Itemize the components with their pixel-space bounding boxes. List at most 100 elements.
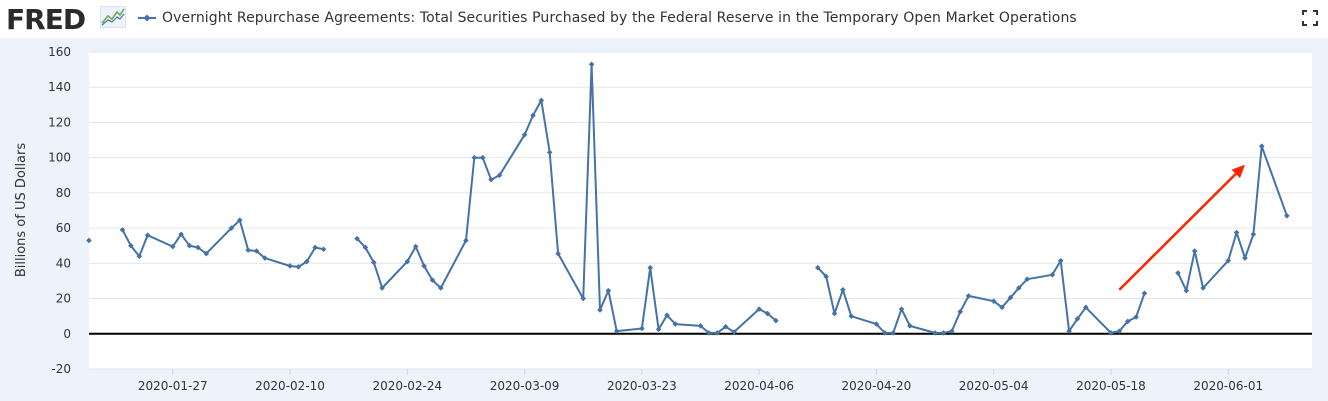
- data-point[interactable]: [178, 231, 184, 238]
- data-point[interactable]: [303, 258, 310, 265]
- data-point[interactable]: [1007, 294, 1014, 301]
- data-point[interactable]: [697, 323, 704, 329]
- data-point[interactable]: [1175, 270, 1181, 276]
- data-point[interactable]: [1250, 231, 1257, 238]
- data-point[interactable]: [932, 330, 938, 336]
- data-point[interactable]: [429, 277, 436, 283]
- data-point[interactable]: [898, 306, 905, 312]
- data-point[interactable]: [412, 243, 419, 250]
- data-point[interactable]: [1057, 257, 1064, 264]
- data-point[interactable]: [186, 242, 193, 249]
- data-point[interactable]: [253, 248, 260, 254]
- data-point[interactable]: [823, 273, 829, 280]
- data-point[interactable]: [613, 328, 620, 334]
- fred-logo[interactable]: FRED: [6, 3, 86, 36]
- data-point[interactable]: [1191, 248, 1198, 254]
- data-point[interactable]: [605, 287, 612, 294]
- data-point[interactable]: [287, 263, 293, 269]
- data-point[interactable]: [890, 330, 896, 336]
- data-point[interactable]: [245, 247, 251, 253]
- data-point[interactable]: [404, 258, 411, 265]
- data-point[interactable]: [588, 61, 595, 68]
- data-point[interactable]: [999, 304, 1005, 311]
- data-point[interactable]: [873, 321, 880, 327]
- data-point[interactable]: [773, 317, 779, 324]
- data-point[interactable]: [1200, 285, 1206, 291]
- data-point[interactable]: [128, 242, 134, 249]
- data-point[interactable]: [1016, 285, 1022, 291]
- data-point[interactable]: [714, 330, 721, 336]
- data-point[interactable]: [119, 227, 126, 233]
- data-point[interactable]: [1233, 229, 1240, 236]
- data-point[interactable]: [1284, 212, 1290, 219]
- data-point[interactable]: [1242, 255, 1248, 261]
- data-point[interactable]: [479, 154, 486, 161]
- data-point[interactable]: [722, 323, 729, 330]
- data-point[interactable]: [488, 176, 494, 183]
- data-point[interactable]: [848, 313, 855, 319]
- data-point[interactable]: [764, 310, 771, 317]
- data-point[interactable]: [496, 172, 503, 179]
- data-point[interactable]: [639, 325, 645, 332]
- data-point[interactable]: [840, 286, 846, 293]
- data-point[interactable]: [1108, 330, 1114, 336]
- data-point[interactable]: [1225, 257, 1232, 264]
- data-point[interactable]: [580, 295, 587, 302]
- data-point[interactable]: [990, 298, 997, 304]
- data-point[interactable]: [949, 328, 955, 334]
- data-point[interactable]: [203, 250, 210, 257]
- data-point[interactable]: [471, 154, 478, 161]
- data-point[interactable]: [136, 253, 143, 260]
- fullscreen-icon[interactable]: [1301, 9, 1319, 27]
- data-point[interactable]: [1258, 143, 1265, 150]
- data-point[interactable]: [1141, 290, 1148, 297]
- data-point[interactable]: [312, 244, 318, 251]
- data-point[interactable]: [1124, 318, 1131, 325]
- data-point[interactable]: [1066, 328, 1072, 334]
- data-point[interactable]: [597, 307, 603, 313]
- plot-area: [89, 52, 1312, 369]
- data-point[interactable]: [814, 264, 821, 271]
- data-point[interactable]: [957, 308, 963, 315]
- data-point[interactable]: [1116, 328, 1123, 334]
- data-point[interactable]: [1083, 304, 1089, 311]
- data-point[interactable]: [438, 285, 444, 291]
- data-point[interactable]: [362, 244, 369, 251]
- data-point[interactable]: [521, 131, 528, 138]
- data-point[interactable]: [655, 326, 662, 333]
- data-point[interactable]: [379, 285, 385, 291]
- data-point[interactable]: [672, 321, 679, 327]
- data-point[interactable]: [546, 149, 553, 156]
- data-point[interactable]: [965, 293, 972, 299]
- data-point[interactable]: [354, 235, 360, 242]
- data-point[interactable]: [371, 259, 377, 266]
- data-point[interactable]: [295, 264, 302, 270]
- data-point[interactable]: [1133, 314, 1139, 320]
- data-point[interactable]: [881, 330, 888, 336]
- data-point[interactable]: [1024, 276, 1030, 282]
- data-point[interactable]: [86, 237, 92, 244]
- data-point[interactable]: [421, 263, 427, 269]
- data-point[interactable]: [756, 306, 762, 312]
- data-point[interactable]: [907, 323, 913, 329]
- data-point[interactable]: [169, 243, 176, 250]
- data-point[interactable]: [262, 255, 268, 261]
- data-point[interactable]: [538, 97, 545, 104]
- data-point[interactable]: [940, 330, 947, 336]
- data-point[interactable]: [463, 237, 469, 244]
- data-point[interactable]: [664, 312, 670, 319]
- data-point[interactable]: [706, 330, 712, 336]
- data-point[interactable]: [731, 329, 737, 335]
- data-point[interactable]: [144, 232, 151, 238]
- data-point[interactable]: [1049, 271, 1056, 278]
- data-point[interactable]: [320, 246, 327, 253]
- data-point[interactable]: [530, 112, 536, 119]
- data-point[interactable]: [1183, 287, 1190, 294]
- data-point[interactable]: [195, 244, 201, 251]
- data-point[interactable]: [1074, 316, 1081, 322]
- data-point[interactable]: [647, 264, 654, 271]
- data-point[interactable]: [236, 217, 243, 223]
- data-point[interactable]: [228, 225, 235, 231]
- data-point[interactable]: [555, 250, 561, 257]
- data-point[interactable]: [831, 310, 838, 317]
